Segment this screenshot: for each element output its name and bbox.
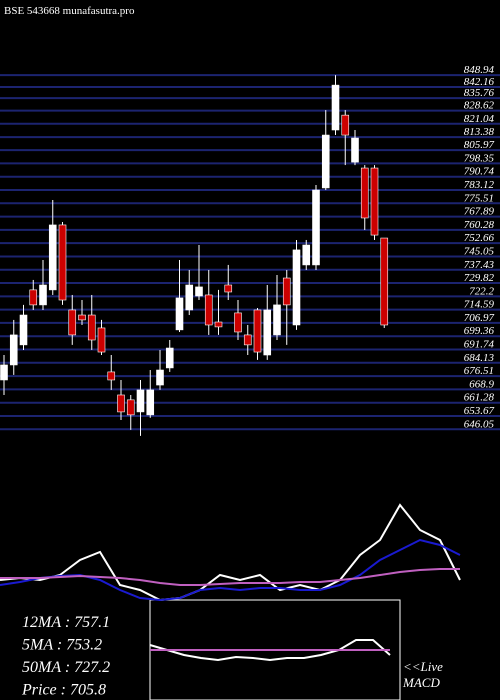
y-tick-label: 805.97 [464,139,495,151]
y-tick-label: 775.51 [464,192,494,204]
y-tick-label: 653.67 [464,405,495,417]
ma-label: 12MA : 757.1 [22,614,110,631]
y-tick-label: 729.82 [464,272,495,284]
candle-body [263,309,272,356]
y-tick-label: 699.36 [464,325,495,337]
y-tick-label: 668.9 [469,378,494,390]
y-tick-label: 767.89 [464,206,495,218]
indicator-line [0,503,461,602]
y-tick-label: 783.12 [464,179,495,191]
y-tick-label: 848.94 [464,64,495,76]
candle-body [185,284,194,311]
y-tick-label: 821.04 [464,113,495,125]
candle-body [312,189,320,266]
candle-body [146,389,155,416]
indicator-line [149,639,391,662]
y-tick-label: 828.62 [464,100,495,112]
ma-label: 5MA : 753.2 [22,637,102,654]
y-tick-label: 714.59 [464,299,495,311]
candle-body [175,297,184,331]
candle-body [107,371,116,381]
candle-body [292,249,301,326]
candle-body [29,289,38,306]
candle-body [302,244,311,266]
y-tick-label: 706.97 [464,312,495,324]
candle-body [117,394,125,413]
y-tick-label: 752.66 [464,232,495,244]
candle-body [214,321,223,328]
indicator-line [0,568,460,586]
ma-label: Price : 705.8 [21,682,106,699]
y-tick-label: 646.05 [464,418,495,430]
chart-title: BSE 543668 munafasutra.pro [4,5,135,17]
candle-body [273,304,281,336]
candle-body [68,309,77,336]
y-tick-label: 798.35 [464,152,495,164]
candle-body [243,334,252,346]
candle-body [97,327,106,353]
candle-body [282,277,291,306]
candle-body [204,294,213,326]
macd-label: <<Live [403,659,443,674]
candle-body [351,137,359,163]
candle-body [0,364,8,381]
y-tick-label: 813.38 [464,126,495,138]
candle-body [58,224,67,301]
candle-body [370,167,379,236]
candle-body [195,286,203,297]
candle-body [234,312,242,333]
ma-label: 50MA : 727.2 [22,659,110,676]
candle-body [9,334,18,366]
candle-body [87,314,96,341]
y-tick-label: 842.16 [464,76,495,88]
candle-body [39,284,47,306]
candle-body [78,314,86,321]
y-tick-label: 737.43 [464,259,495,271]
candle-body [126,399,135,416]
candle-body [360,167,369,219]
candle-body [224,284,233,293]
y-tick-label: 661.28 [464,392,495,404]
y-tick-label: 684.13 [464,352,495,364]
candle-body [136,389,145,413]
candle-body [253,309,262,353]
y-tick-label: 745.05 [464,245,495,257]
y-tick-label: 760.28 [464,219,495,231]
macd-label: MACD [402,675,440,690]
candle-body [48,224,57,291]
candle-body [380,237,389,326]
y-tick-label: 722.2 [469,285,494,297]
candle-body [321,134,330,189]
y-tick-label: 790.74 [464,166,495,178]
candle-body [19,314,28,346]
y-tick-label: 835.76 [464,87,495,99]
candle-body [341,114,350,136]
candle-body [331,84,340,131]
y-tick-label: 676.51 [464,365,494,377]
y-tick-label: 691.74 [464,339,495,351]
candle-body [165,347,174,369]
indicator-line [0,538,461,602]
candle-body [156,369,164,386]
